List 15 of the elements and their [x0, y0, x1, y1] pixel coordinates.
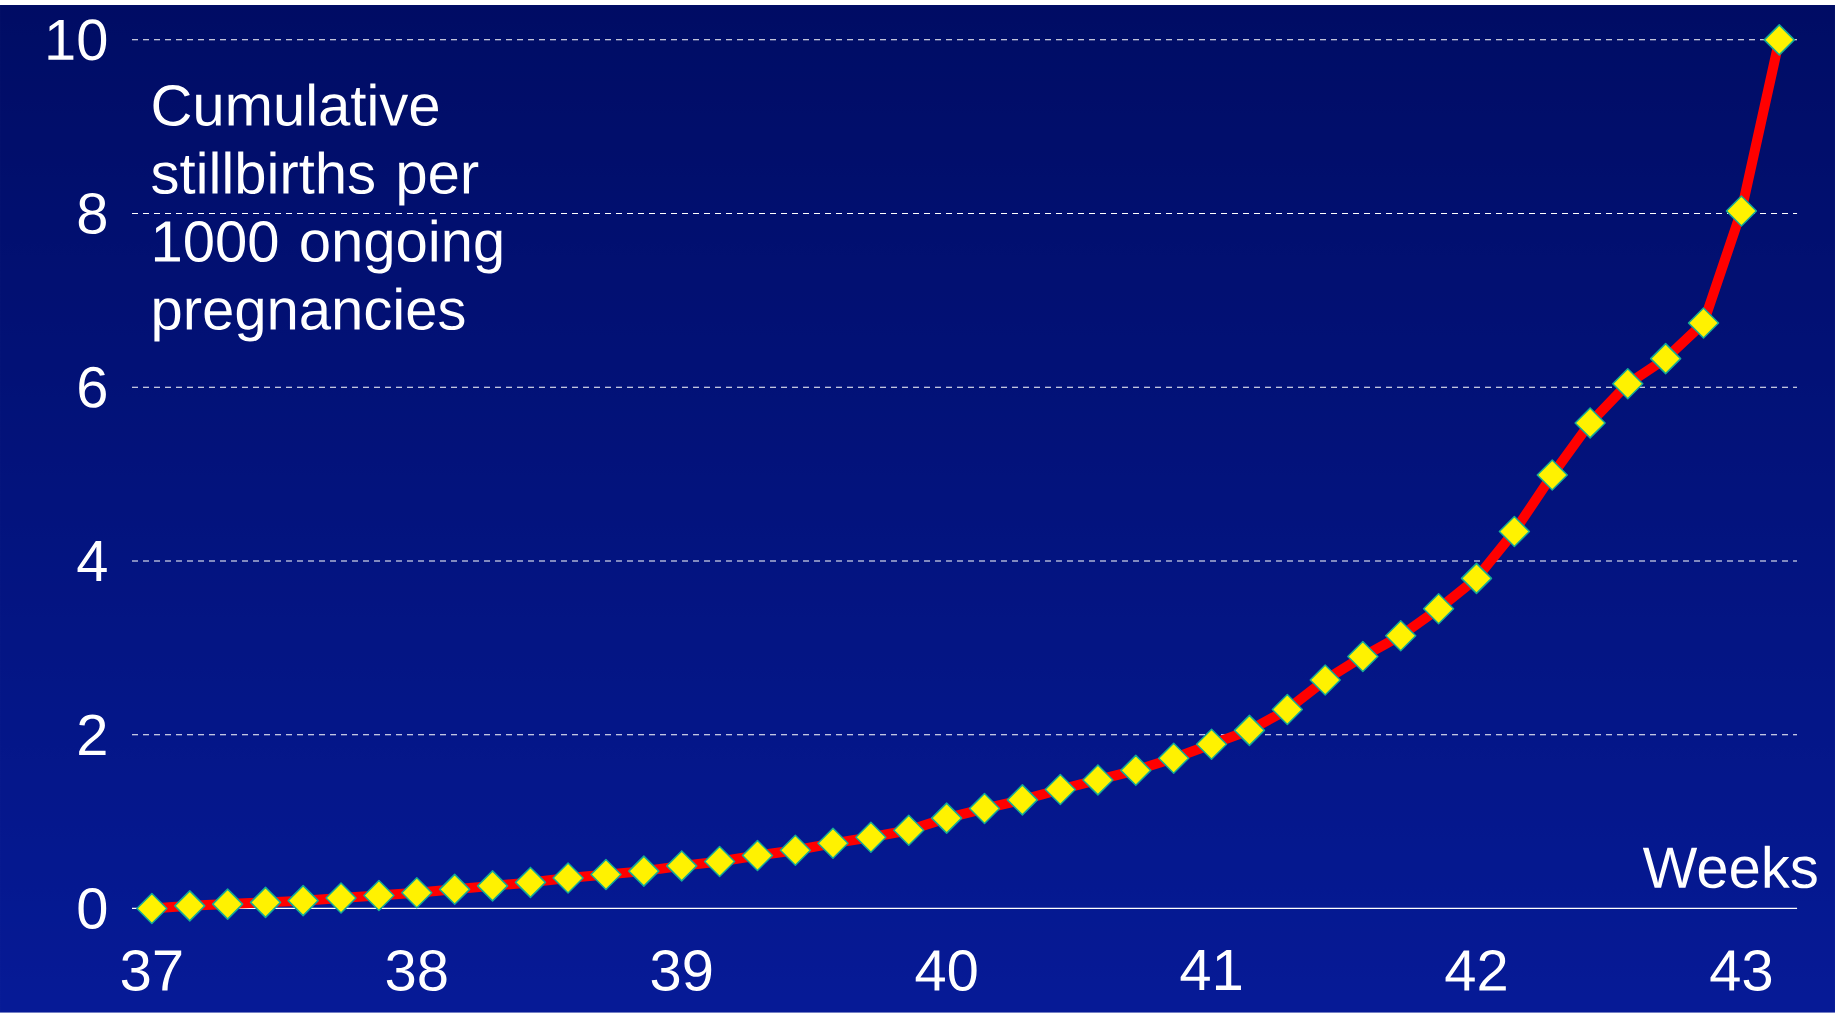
x-axis-title: Weeks — [1642, 845, 1817, 889]
x-tick-label: 42 — [1445, 950, 1506, 991]
y-tick-label: 2 — [79, 714, 106, 756]
y-tick-label: 4 — [77, 541, 107, 582]
y-tick-label: 0 — [78, 887, 107, 930]
x-tick-label: 43 — [1710, 950, 1772, 992]
x-tick-label: 39 — [651, 950, 712, 992]
y-tick-label: 6 — [79, 366, 106, 408]
x-tick-label: 37 — [121, 950, 182, 992]
x-tick-label: 40 — [915, 950, 977, 992]
y-axis-title: Cumulative stillbirths per 1000 ongoing pregnancies — [152, 83, 502, 342]
y-tick-label: 10 — [48, 19, 107, 61]
x-tick-label: 38 — [386, 950, 447, 992]
y-tick-label: 8 — [78, 193, 106, 235]
x-tick-label: 41 — [1180, 950, 1241, 990]
